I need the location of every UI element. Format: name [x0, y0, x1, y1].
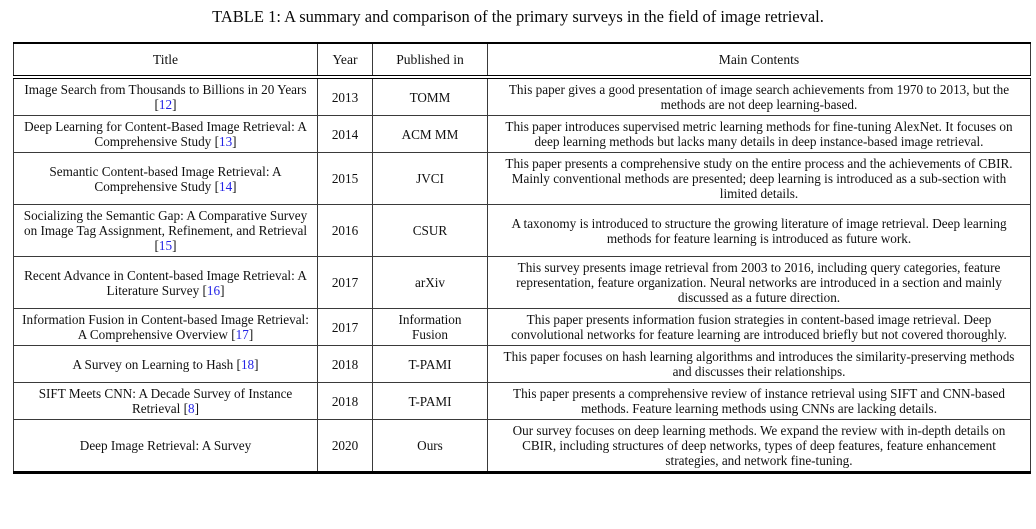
table-row: Deep Learning for Content-Based Image Re… [13, 115, 1031, 153]
header-published-in: Published in [372, 42, 488, 79]
citation-link[interactable]: 17 [235, 327, 249, 342]
paper-title-text: Semantic Content-based Image Retrieval: … [49, 163, 282, 194]
header-row: Title Year Published in Main Contents [13, 42, 1031, 79]
cell-published-in: CSUR [372, 204, 488, 257]
cell-main-contents: A taxonomy is introduced to structure th… [487, 204, 1031, 257]
cell-main-contents: This paper focuses on hash learning algo… [487, 345, 1031, 383]
citation-link[interactable]: 13 [218, 134, 233, 149]
table-body: Image Search from Thousands to Billions … [13, 76, 1031, 473]
citation-bracket-close: ] [232, 178, 237, 194]
cell-main-contents: This paper presents a comprehensive revi… [487, 382, 1031, 420]
citation-link[interactable]: 15 [158, 238, 173, 253]
citation-link[interactable]: 12 [158, 97, 173, 112]
citation-bracket-close: ] [172, 238, 177, 253]
table-row: Recent Advance in Content-based Image Re… [13, 256, 1031, 309]
table-caption: TABLE 1: A summary and comparison of the… [212, 7, 824, 26]
surveys-comparison-table: Title Year Published in Main Contents Im… [13, 42, 1031, 474]
table-row: SIFT Meets CNN: A Decade Survey of Insta… [13, 382, 1031, 420]
citation-link[interactable]: 18 [240, 356, 255, 372]
cell-published-in: JVCI [372, 152, 488, 205]
table-row: Image Search from Thousands to Billions … [13, 76, 1031, 116]
cell-published-in: arXiv [372, 256, 488, 309]
cell-published-in: ACM MM [372, 115, 488, 153]
header-main-contents: Main Contents [487, 42, 1031, 79]
cell-year: 2017 [317, 308, 373, 346]
citation-bracket-open: [ [199, 282, 207, 298]
paper-title-text: Deep Learning for Content-Based Image Re… [24, 119, 307, 149]
paper-title-text: Deep Image Retrieval: A Survey [79, 438, 252, 453]
cell-published-in: T-PAMI [372, 345, 488, 383]
cell-title: Information Fusion in Content-based Imag… [13, 308, 318, 346]
citation-bracket-open: [ [227, 327, 236, 342]
citation-link[interactable]: 8 [188, 401, 195, 416]
cell-year: 2016 [317, 204, 373, 257]
citation-bracket-open: [ [211, 134, 219, 149]
cell-main-contents: This paper presents a comprehensive stud… [487, 152, 1031, 205]
citation-bracket-open: [ [154, 97, 159, 112]
cell-main-contents: This paper presents information fusion s… [487, 308, 1031, 346]
cell-title: Deep Image Retrieval: A Survey [13, 419, 318, 473]
cell-title: Socializing the Semantic Gap: A Comparat… [13, 204, 318, 257]
citation-bracket-close: ] [194, 401, 200, 416]
cell-year: 2018 [317, 345, 373, 383]
paper-title-text: A Survey on Learning to Hash [72, 356, 234, 372]
cell-year: 2014 [317, 115, 373, 153]
table-row: A Survey on Learning to Hash [18] 2018 T-P… [13, 345, 1031, 383]
paper-title-text: Information Fusion in Content-based Imag… [22, 312, 309, 342]
table-row: Socializing the Semantic Gap: A Comparat… [13, 204, 1031, 257]
cell-published-in: Ours [372, 419, 488, 473]
citation-bracket-close: ] [232, 134, 237, 149]
citation-bracket-close: ] [172, 97, 177, 112]
citation-bracket-open: [ [233, 356, 241, 372]
citation-bracket-close: ] [254, 356, 259, 372]
cell-year: 2013 [317, 76, 373, 116]
cell-published-in: TOMM [372, 76, 488, 116]
cell-title: A Survey on Learning to Hash [18] [13, 345, 318, 383]
paper-title-text: Socializing the Semantic Gap: A Comparat… [23, 208, 308, 238]
header-title: Title [13, 42, 318, 79]
cell-published-in: T-PAMI [372, 382, 488, 420]
citation-bracket-close: ] [248, 327, 254, 342]
cell-main-contents: This paper introduces supervised metric … [487, 115, 1031, 153]
header-year: Year [317, 42, 373, 79]
cell-year: 2018 [317, 382, 373, 420]
cell-title: Semantic Content-based Image Retrieval: … [13, 152, 318, 205]
citation-bracket-close: ] [220, 282, 225, 298]
cell-main-contents: This survey presents image retrieval fro… [487, 256, 1031, 309]
cell-main-contents: This paper gives a good presentation of … [487, 76, 1031, 116]
cell-year: 2017 [317, 256, 373, 309]
table-row: Information Fusion in Content-based Imag… [13, 308, 1031, 346]
paper-title-text: SIFT Meets CNN: A Decade Survey of Insta… [38, 386, 293, 416]
table-header: Title Year Published in Main Contents [13, 42, 1031, 79]
citation-link[interactable]: 14 [218, 178, 233, 194]
citation-bracket-open: [ [180, 401, 189, 416]
cell-title: SIFT Meets CNN: A Decade Survey of Insta… [13, 382, 318, 420]
citation-bracket-open: [ [211, 178, 219, 194]
cell-main-contents: Our survey focuses on deep learning meth… [487, 419, 1031, 473]
table-row: Semantic Content-based Image Retrieval: … [13, 152, 1031, 205]
table-row: Deep Image Retrieval: A Survey 2020 Ours Ou… [13, 419, 1031, 473]
paper-title-text: Recent Advance in Content-based Image Re… [24, 267, 307, 298]
citation-link[interactable]: 16 [206, 282, 221, 298]
cell-title: Image Search from Thousands to Billions … [13, 76, 318, 116]
cell-year: 2020 [317, 419, 373, 473]
paper-title-text: Image Search from Thousands to Billions … [24, 82, 307, 97]
cell-title: Recent Advance in Content-based Image Re… [13, 256, 318, 309]
cell-published-in: Information Fusion [372, 308, 488, 346]
citation-bracket-open: [ [154, 238, 159, 253]
cell-title: Deep Learning for Content-Based Image Re… [13, 115, 318, 153]
cell-year: 2015 [317, 152, 373, 205]
